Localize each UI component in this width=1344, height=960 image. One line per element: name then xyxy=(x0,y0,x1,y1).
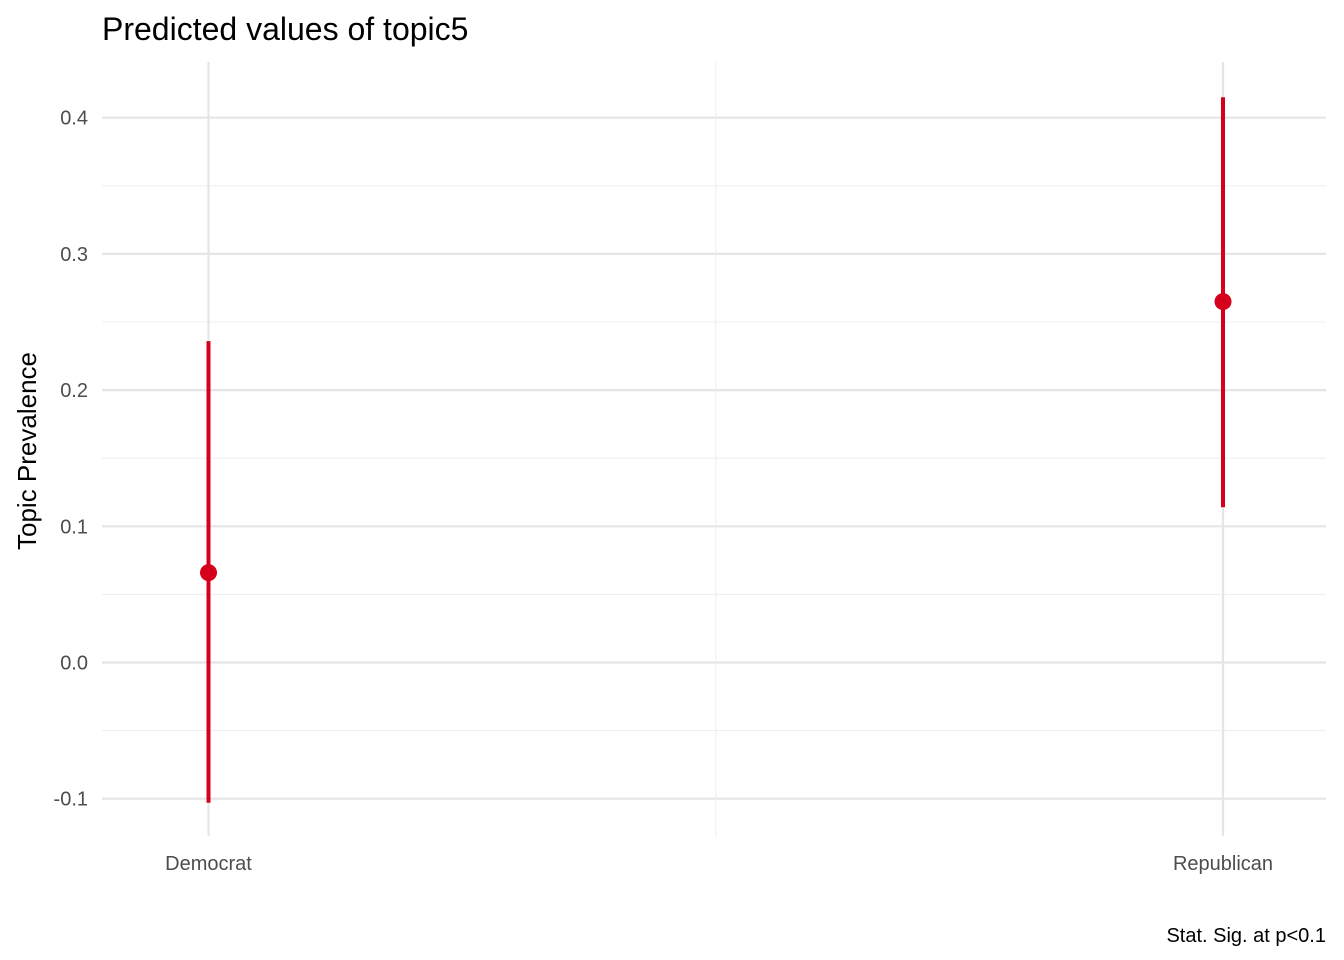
y-tick-label-3: 0.2 xyxy=(60,380,88,402)
y-tick-label-1: 0.0 xyxy=(60,653,88,675)
y-tick-label-0: -0.1 xyxy=(54,789,88,811)
y-axis-label: Topic Prevalence xyxy=(12,352,42,550)
y-tick-label-4: 0.3 xyxy=(60,244,88,266)
point-republican xyxy=(1214,293,1232,311)
grid xyxy=(102,62,1326,836)
point-democrat xyxy=(200,564,217,582)
x-tick-label-republican: Republican xyxy=(1173,853,1273,875)
y-tick-label-2: 0.1 xyxy=(60,516,88,538)
x-tick-label-democrat: Democrat xyxy=(165,853,252,875)
x-axis-ticks: Democrat Republican xyxy=(165,853,1273,875)
plot-marks xyxy=(200,97,1232,803)
y-axis-ticks: -0.1 0.0 0.1 0.2 0.3 0.4 xyxy=(54,108,88,811)
y-tick-label-5: 0.4 xyxy=(60,108,88,130)
chart-caption: Stat. Sig. at p<0.1 xyxy=(1166,925,1326,947)
chart-title: Predicted values of topic5 xyxy=(102,11,468,47)
